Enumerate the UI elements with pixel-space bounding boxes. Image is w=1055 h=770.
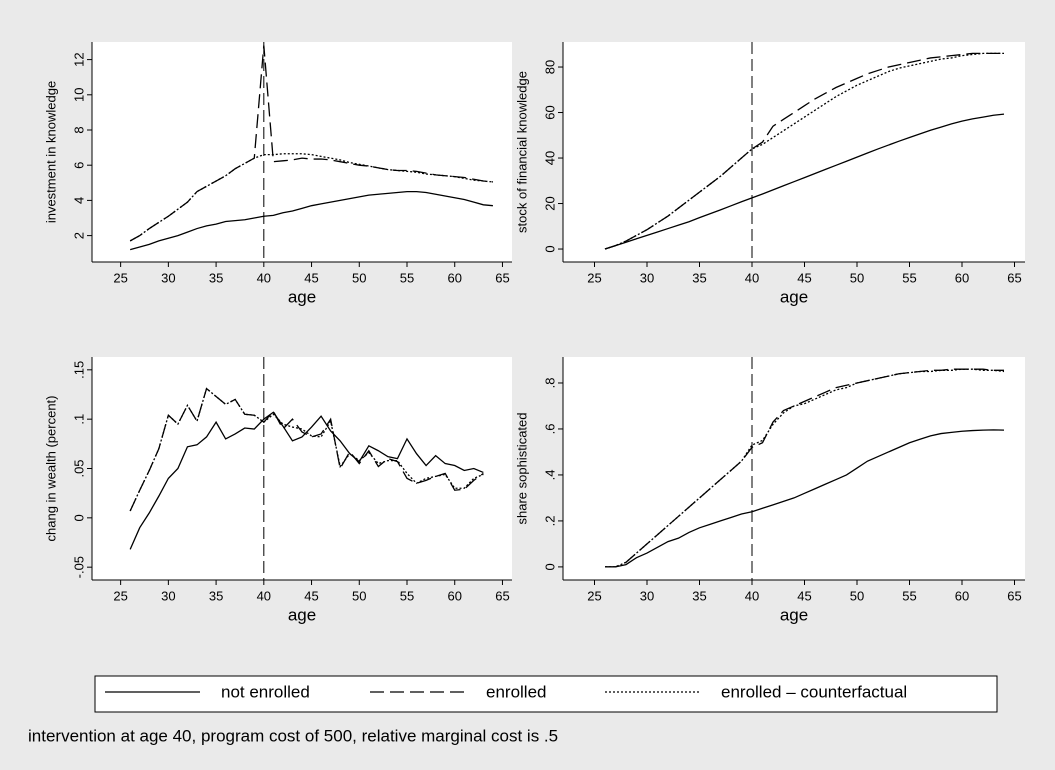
x-tick-label: 50: [352, 588, 366, 603]
y-tick-label: 2: [71, 232, 86, 239]
legend-label: enrolled: [486, 682, 547, 701]
x-tick-label: 50: [850, 270, 864, 285]
x-tick-label: 55: [400, 270, 414, 285]
x-axis-title: age: [288, 605, 316, 624]
y-tick-label: 40: [542, 151, 557, 165]
y-tick-label: .8: [542, 378, 557, 389]
y-tick-label: 4: [71, 197, 86, 204]
y-tick-label: 20: [542, 196, 557, 210]
x-tick-label: 35: [209, 588, 223, 603]
x-tick-label: 60: [447, 270, 461, 285]
y-tick-label: .15: [71, 361, 86, 379]
x-tick-label: 65: [495, 588, 509, 603]
x-axis-title: age: [780, 605, 808, 624]
x-tick-label: 65: [1007, 270, 1021, 285]
y-tick-label: 0: [542, 245, 557, 252]
x-tick-label: 40: [257, 588, 271, 603]
y-tick-label: .4: [542, 470, 557, 481]
y-tick-label: 60: [542, 105, 557, 119]
x-tick-label: 40: [257, 270, 271, 285]
x-tick-label: 60: [447, 588, 461, 603]
x-tick-label: 35: [692, 588, 706, 603]
x-tick-label: 55: [400, 588, 414, 603]
y-tick-label: .1: [71, 414, 86, 425]
x-tick-label: 25: [587, 270, 601, 285]
x-tick-label: 35: [209, 270, 223, 285]
x-tick-label: 65: [495, 270, 509, 285]
series-line: [130, 190, 493, 251]
y-tick-label: 8: [71, 126, 86, 133]
y-tick-label: 0: [71, 514, 86, 521]
series-line: [129, 411, 484, 550]
x-tick-label: 40: [745, 270, 759, 285]
x-tick-label: 60: [955, 588, 969, 603]
x-tick-label: 45: [304, 270, 318, 285]
x-axis-title: age: [288, 287, 316, 306]
x-tick-label: 50: [352, 270, 366, 285]
series-line: [605, 368, 1004, 568]
x-tick-label: 45: [304, 588, 318, 603]
series-line: [605, 368, 1005, 568]
x-tick-label: 30: [161, 588, 175, 603]
y-axis-title: investment in knowledge: [43, 81, 58, 223]
y-tick-label: 6: [71, 162, 86, 169]
y-axis-title: stock of financial knowledge: [514, 71, 529, 233]
series-line: [129, 153, 493, 242]
y-tick-label: 12: [71, 52, 86, 66]
y-tick-label: 80: [542, 60, 557, 74]
plot-area: [92, 357, 512, 580]
plot-area: [563, 42, 1025, 262]
x-tick-label: 55: [902, 588, 916, 603]
y-axis-title: chang in wealth (percent): [43, 396, 58, 542]
x-tick-label: 40: [745, 588, 759, 603]
x-tick-label: 25: [113, 588, 127, 603]
x-tick-label: 45: [797, 588, 811, 603]
y-tick-label: 0: [542, 563, 557, 570]
x-tick-label: 60: [955, 270, 969, 285]
x-tick-label: 45: [797, 270, 811, 285]
x-tick-label: 25: [113, 270, 127, 285]
y-tick-label: .2: [542, 515, 557, 526]
y-tick-label: 10: [71, 88, 86, 102]
x-tick-label: 30: [640, 588, 654, 603]
x-tick-label: 50: [850, 588, 864, 603]
plot-area: [563, 357, 1025, 580]
series-line: [604, 113, 1005, 250]
x-tick-label: 30: [640, 270, 654, 285]
y-tick-label: -.05: [71, 556, 86, 578]
series-line: [604, 52, 1004, 250]
legend-label: not enrolled: [221, 682, 310, 701]
series-line: [129, 387, 484, 512]
x-tick-label: 65: [1007, 588, 1021, 603]
series-line: [605, 429, 1005, 568]
y-axis-title: share sophisticated: [514, 412, 529, 524]
x-tick-label: 55: [902, 270, 916, 285]
y-tick-label: .6: [542, 424, 557, 435]
series-line: [604, 52, 1004, 250]
legend-box: [94, 675, 998, 713]
y-tick-label: .05: [71, 459, 86, 477]
plot-area: [92, 42, 512, 262]
note: intervention at age 40, program cost of …: [28, 726, 558, 745]
x-tick-label: 30: [161, 270, 175, 285]
x-axis-title: age: [780, 287, 808, 306]
x-tick-label: 35: [692, 270, 706, 285]
legend-label: enrolled – counterfactual: [721, 682, 907, 701]
x-tick-label: 25: [587, 588, 601, 603]
